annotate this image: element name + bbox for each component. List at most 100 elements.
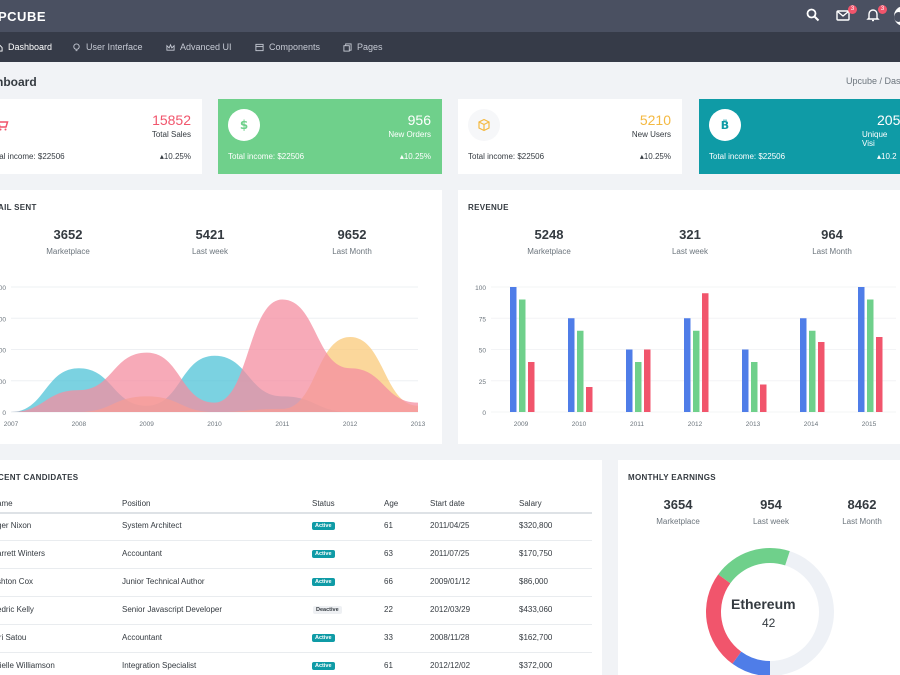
stat-income: Total income: $22506	[468, 152, 545, 161]
cell-age: 22	[384, 605, 393, 614]
x-tick-label: 2013	[746, 421, 761, 428]
kpi-last-month: 8462 Last Month	[812, 497, 900, 526]
col-age-header[interactable]: Age	[384, 499, 399, 508]
x-tick-label: 2011	[275, 421, 289, 428]
nav-label: Pages	[357, 42, 383, 52]
bell-badge: 3	[878, 5, 887, 14]
status-badge: Active	[312, 550, 335, 558]
x-tick-label: 2013	[411, 421, 426, 428]
kpi-label: Last Month	[332, 247, 372, 256]
svg-text:$: $	[240, 118, 248, 132]
cart-icon	[0, 109, 18, 141]
stat-label: Total Sales	[151, 130, 191, 139]
layout-icon	[255, 43, 264, 51]
x-tick-label: 2010	[572, 421, 587, 428]
nav-dashboard[interactable]: Dashboard	[0, 32, 52, 62]
bar-2009-s1	[519, 299, 526, 412]
col-salary-header[interactable]: Salary	[519, 499, 542, 508]
svg-text:B: B	[721, 119, 729, 132]
col-name-header[interactable]: ame	[0, 499, 13, 508]
nav-label: Advanced UI	[180, 42, 232, 52]
kpi-last-month: 964 Last Month	[782, 227, 882, 256]
kpi-value: 9652	[337, 227, 367, 242]
kpi-marketplace: 3654 Marketplace	[628, 497, 728, 526]
col-start-date-header[interactable]: Start date	[430, 499, 465, 508]
x-tick-label: 2014	[804, 421, 819, 428]
brand-logo[interactable]: PCUBE	[0, 9, 47, 24]
cell-date: 2011/07/25	[430, 549, 470, 558]
bar-2012-s1	[693, 330, 700, 412]
donut-slice-2	[706, 574, 742, 664]
home-icon	[0, 44, 3, 52]
col-position-header[interactable]: Position	[122, 499, 151, 508]
kpi-value: 5421	[195, 227, 225, 242]
cell-date: 2009/01/12	[430, 577, 471, 586]
donut-slice-0	[770, 551, 834, 675]
area-series-2	[11, 299, 418, 412]
nav-label: User Interface	[86, 42, 143, 52]
kpi-value: 3654	[663, 497, 693, 512]
email-sent-panel: AIL SENT 3652 Marketplace 5421 Last week…	[0, 190, 442, 444]
status-badge: Deactive	[313, 606, 342, 614]
cell-salary: $170,750	[519, 549, 553, 558]
y-tick-label: 00	[0, 348, 6, 355]
kpi-label: Last week	[191, 247, 229, 256]
kpi-label: Last Month	[842, 517, 882, 526]
table-row-divider	[0, 624, 592, 625]
cell-date: 2008/11/28	[430, 633, 470, 642]
cell-salary: $162,700	[519, 633, 553, 642]
stat-value: 15852	[152, 112, 191, 128]
kpi-value: 8462	[847, 497, 877, 512]
bell-icon[interactable]: 3	[866, 5, 887, 24]
x-tick-label: 2012	[343, 421, 358, 428]
cell-position: Junior Technical Author	[122, 577, 205, 586]
y-tick-label: 00	[0, 379, 6, 386]
cell-age: 61	[384, 661, 393, 670]
nav-label: Dashboard	[8, 42, 53, 52]
bitcoin-icon: B	[709, 109, 741, 141]
stat-card-users: 5210 New Users Total income: $22506 10.2…	[458, 99, 682, 174]
breadcrumb[interactable]: Upcube / Dashb	[846, 76, 900, 86]
bulb-icon	[73, 42, 80, 51]
cell-name: ger Nixon	[0, 521, 32, 530]
nav-components[interactable]: Components	[255, 32, 320, 62]
x-tick-label: 2015	[862, 421, 877, 428]
kpi-value: 954	[760, 497, 782, 512]
avatar[interactable]	[894, 6, 900, 26]
search-icon[interactable]	[806, 8, 822, 24]
cell-position: Accountant	[122, 633, 163, 642]
table-row-divider	[0, 652, 592, 653]
col-status-header[interactable]: Status	[312, 499, 335, 508]
x-tick-label: 2009	[514, 421, 529, 428]
cell-name: edric Kelly	[0, 605, 34, 614]
cell-name: arrett Winters	[0, 549, 46, 558]
donut-slice-1	[732, 651, 770, 675]
stat-percent: 10.25%	[400, 152, 431, 161]
kpi-last-week: 321 Last week	[640, 227, 740, 256]
nav-pages[interactable]: Pages	[343, 32, 383, 62]
x-tick-label: 2010	[207, 421, 222, 428]
y-tick-label: 25	[479, 379, 487, 386]
stat-value: 956	[407, 112, 431, 128]
cell-salary: $433,060	[519, 605, 553, 614]
kpi-last-week: 5421 Last week	[160, 227, 260, 256]
stat-card-orders: $ 956 New Orders Total income: $22506 10…	[218, 99, 442, 174]
mail-icon[interactable]: 3	[836, 5, 857, 24]
table-row-divider	[0, 568, 592, 569]
stat-percent: 10.2	[877, 152, 897, 161]
bar-2012-s2	[702, 293, 709, 412]
kpi-value: 964	[821, 227, 843, 242]
x-tick-label: 2012	[688, 421, 703, 428]
donut-center-value: 42	[762, 616, 776, 630]
revenue-panel: REVENUE 5248 Marketplace 321 Last week 9…	[458, 190, 900, 444]
nav-advanced-ui[interactable]: Advanced UI	[166, 32, 232, 62]
stat-card-sales: 15852 Total Sales tal income: $22506 10.…	[0, 99, 202, 174]
kpi-marketplace: 5248 Marketplace	[499, 227, 599, 256]
crown-icon	[166, 43, 175, 51]
donut-center-title: Ethereum	[731, 596, 796, 612]
cell-age: 61	[384, 521, 393, 530]
stat-percent: 10.25%	[160, 152, 191, 161]
bar-2014-s2	[818, 342, 825, 412]
nav-user-interface[interactable]: User Interface	[72, 32, 143, 62]
bar-2014-s0	[800, 318, 807, 412]
